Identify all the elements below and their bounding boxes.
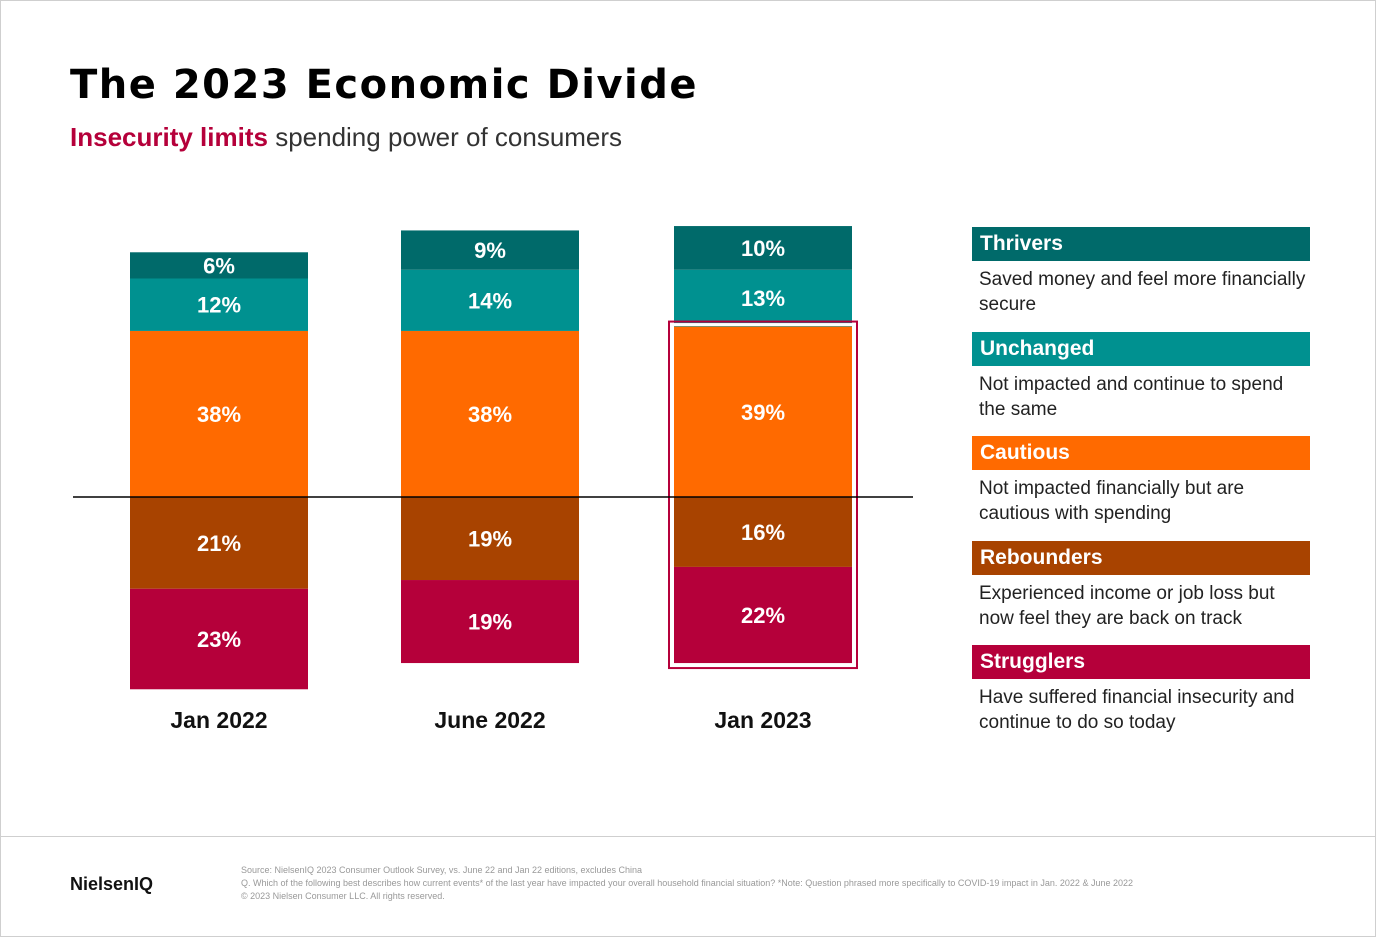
data-label: 9%	[474, 238, 506, 263]
legend-label: Rebounders	[972, 540, 1310, 575]
bar-segment-rebounders	[401, 497, 579, 581]
data-label: 13%	[741, 286, 785, 311]
bar-segment-strugglers	[130, 588, 308, 690]
data-label: 19%	[468, 610, 512, 635]
stacked-bar-chart: 38% 12% 6% 21% 23% Jan 2022 38% 14% 9% 19% 19% June…	[73, 226, 913, 733]
legend-description: Not impacted and continue to spend the s…	[979, 373, 1284, 420]
data-label: 23%	[197, 627, 241, 652]
legend-description: Have suffered financial insecurity and c…	[979, 687, 1295, 733]
subtitle-rest: spending power of consumers	[267, 122, 623, 152]
data-label: 38%	[197, 402, 241, 427]
bar-segment-strugglers	[401, 580, 579, 664]
x-tick-label: June 2022	[434, 707, 545, 733]
data-label: 39%	[741, 400, 785, 425]
data-label: 10%	[741, 236, 785, 261]
legend-item-strugglers: Strugglers Have suffered financial insecu…	[972, 645, 1310, 753]
footer-notes: Source: NielsenIQ 2023 Consumer Outlook …	[241, 864, 1133, 903]
x-tick-label: Jan 2022	[170, 707, 267, 733]
legend-label: Cautious	[972, 436, 1310, 470]
page-subtitle: Insecurity limits spending power of cons…	[70, 122, 622, 153]
footer-divider	[0, 836, 1376, 837]
nielseniq-logo: NielsenIQ	[70, 874, 154, 894]
bar-segment-rebounders	[130, 497, 308, 589]
bar-segment-unchanged	[130, 278, 308, 331]
bar-segment-cautious	[401, 330, 579, 497]
bar-segment-rebounders	[674, 497, 852, 567]
data-label: 21%	[197, 531, 241, 556]
legend-item-thrivers: Thrivers Saved money and feel more financ…	[972, 227, 1310, 335]
bar-segment-unchanged	[401, 269, 579, 331]
data-label: 19%	[468, 527, 512, 552]
bar-segment-thrivers	[674, 226, 852, 270]
legend-label: Strugglers	[972, 645, 1310, 679]
highlight-box	[668, 320, 858, 670]
subtitle-highlight: Insecurity limits	[70, 122, 268, 152]
legend-item-cautious: Cautious Not impacted financially but are…	[972, 436, 1310, 544]
bar-segment-cautious	[130, 330, 308, 497]
data-label: 14%	[468, 288, 512, 313]
legend-description: Not impacted financially but are cautiou…	[979, 478, 1245, 524]
data-label: 38%	[468, 402, 512, 427]
copyright-note: © 2023 Nielsen Consumer LLC. All rights …	[241, 891, 445, 901]
question-note: Q. Which of the following best describes…	[241, 878, 1133, 888]
legend-label: Thrivers	[972, 227, 1310, 261]
bar-segment-unchanged	[674, 269, 852, 327]
legend-label: Unchanged	[972, 331, 1310, 366]
bar-segment-cautious	[674, 326, 852, 497]
x-tick-label: Jan 2023	[714, 707, 811, 733]
source-note: Source: NielsenIQ 2023 Consumer Outlook …	[241, 865, 643, 875]
legend-item-rebounders: Rebounders Experienced income or job loss…	[972, 540, 1310, 649]
legend-description: Experienced income or job loss but now f…	[979, 582, 1275, 629]
data-label: 12%	[197, 293, 241, 318]
legend-item-unchanged: Unchanged Not impacted and continue to sp…	[972, 331, 1310, 440]
page-title: The 2023 Economic Divide	[70, 62, 699, 108]
data-label: 16%	[741, 520, 785, 545]
bar-segment-thrivers	[401, 230, 579, 270]
bar-segment-strugglers	[674, 566, 852, 664]
legend-description: Saved money and feel more financially se…	[979, 269, 1306, 315]
bar-segment-thrivers	[130, 252, 308, 279]
highlight-inner-gap	[670, 323, 856, 667]
data-label: 6%	[203, 253, 235, 278]
data-label: 22%	[741, 603, 785, 628]
